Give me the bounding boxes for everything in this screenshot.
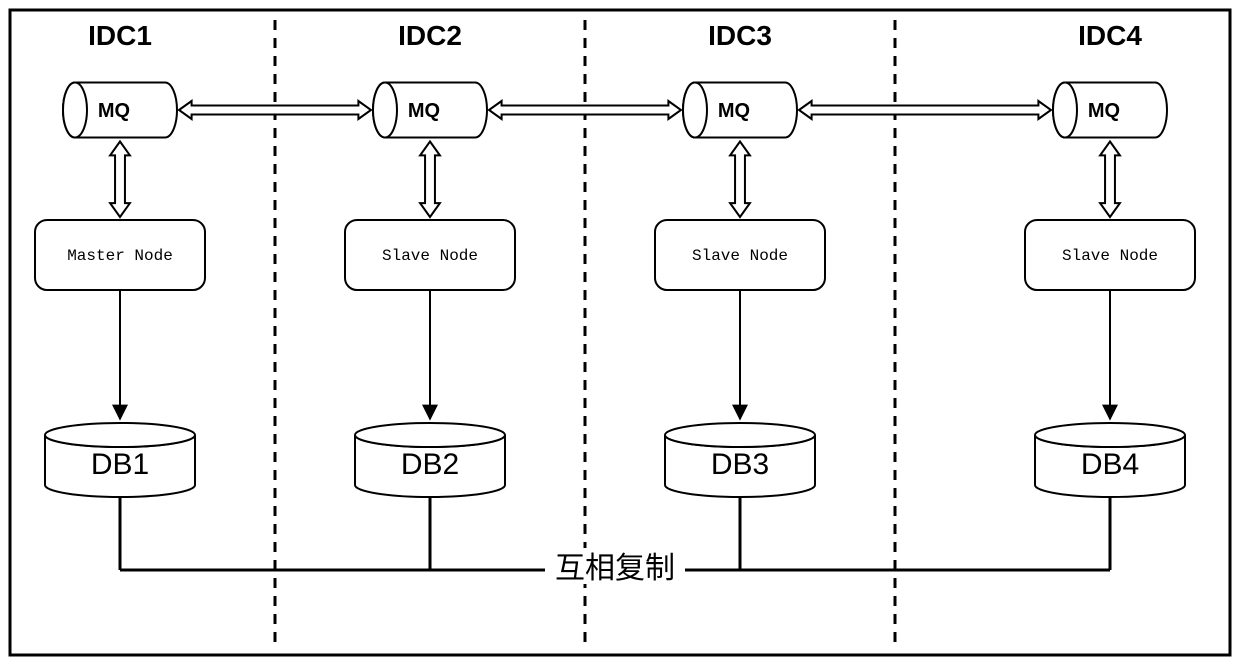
column-header: IDC2 (398, 20, 462, 51)
column-header: IDC4 (1078, 20, 1142, 51)
bus-label: 互相复制 (555, 552, 675, 585)
bidir-arrow (730, 142, 750, 218)
node-label: Slave Node (1062, 247, 1158, 265)
mq-label: MQ (98, 100, 130, 122)
bidir-arrow (799, 101, 1051, 119)
node-label: Master Node (67, 247, 173, 265)
mq-label: MQ (408, 100, 440, 122)
mq-label: MQ (1088, 100, 1120, 122)
db-label: DB3 (711, 448, 769, 481)
node-label: Slave Node (692, 247, 788, 265)
db-label: DB4 (1081, 448, 1139, 481)
db-label: DB2 (401, 448, 459, 481)
db-label: DB1 (91, 448, 149, 481)
node-label: Slave Node (382, 247, 478, 265)
architecture-diagram: IDC1 MQ Master Node DB1 IDC2 MQ Slave Node DB2 I… (0, 0, 1240, 665)
column-header: IDC3 (708, 20, 772, 51)
bidir-arrow (110, 142, 130, 218)
bidir-arrow (1100, 142, 1120, 218)
column-header: IDC1 (88, 20, 152, 51)
mq-label: MQ (718, 100, 750, 122)
bidir-arrow (420, 142, 440, 218)
